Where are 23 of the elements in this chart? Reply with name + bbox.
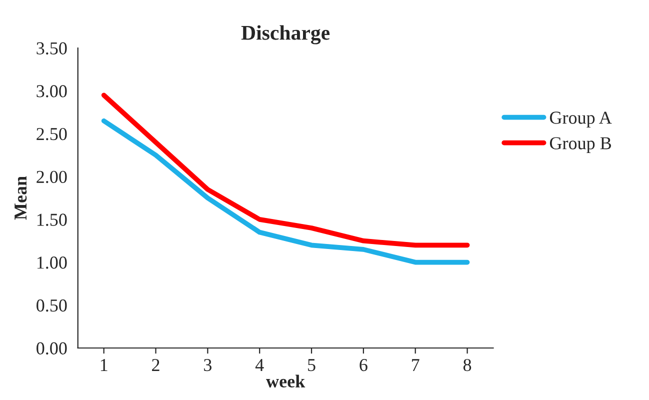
y-axis-title: Mean [14, 176, 27, 220]
x-tick-label: 1 [100, 359, 108, 371]
x-axis-title: week [266, 374, 306, 388]
y-tick-label: 0.50 [36, 299, 67, 312]
x-tick-label: 5 [308, 359, 316, 372]
y-tick-label: 2.00 [36, 170, 67, 184]
y-tick-label: 3.50 [36, 42, 67, 55]
legend-label: Group A [550, 112, 612, 128]
x-tick-label: 3 [204, 358, 212, 372]
legend-label: Group B [550, 137, 612, 153]
y-tick-label: 3.00 [36, 85, 67, 98]
y-tick-label: 1.00 [37, 256, 67, 269]
x-tick-label: 8 [463, 358, 472, 372]
y-tick-label: 2.50 [36, 128, 67, 140]
line-series [101, 118, 470, 265]
y-tick-label: 0.00 [36, 342, 67, 355]
y-tick-label: 1.50 [37, 214, 67, 226]
x-tick-label: 4 [255, 359, 264, 371]
x-tick-label: 6 [360, 358, 368, 372]
x-tick-label: 2 [152, 358, 160, 371]
line-series [101, 92, 470, 248]
x-tick-label: 7 [412, 359, 420, 371]
chart-title: Discharge [241, 25, 330, 44]
